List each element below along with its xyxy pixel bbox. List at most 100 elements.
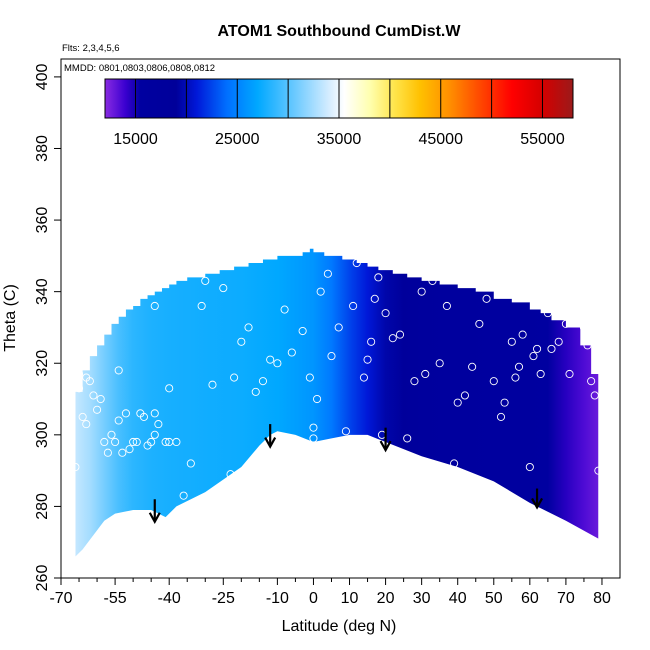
down-arrow-head	[531, 497, 544, 510]
down-arrow-head	[148, 512, 161, 524]
observation-point	[316, 287, 325, 296]
observation-point	[374, 273, 383, 282]
observation-point	[529, 352, 538, 361]
observation-point	[572, 309, 581, 318]
observation-point	[172, 437, 181, 447]
x-tick-label: -55	[104, 590, 127, 607]
observation-point	[208, 380, 217, 389]
observation-point	[161, 437, 170, 447]
x-tick-label: 20	[377, 590, 395, 607]
observation-point	[154, 280, 163, 289]
flights-annotation: Flts: 2,3,4,5,6	[62, 43, 120, 54]
observation-layer	[71, 258, 603, 500]
observation-point	[309, 434, 318, 443]
observation-point	[150, 430, 159, 439]
observation-point	[417, 287, 426, 296]
down-arrow-head	[379, 440, 392, 453]
observation-point	[428, 276, 437, 285]
observation-point	[150, 409, 159, 418]
observation-point	[219, 284, 228, 293]
observation-point	[132, 437, 141, 447]
observation-point	[237, 337, 246, 346]
observation-point	[85, 377, 94, 386]
observation-point	[442, 301, 451, 311]
observation-point	[111, 437, 120, 447]
observation-point	[179, 491, 188, 500]
y-axis: 260 280 300 320 340 360 380 400	[34, 63, 61, 591]
observation-point	[561, 319, 570, 328]
observation-point	[251, 387, 260, 396]
colorbar-tick-label: 45000	[418, 131, 463, 148]
observation-point	[129, 437, 138, 447]
colorbar: 15000 25000 35000 45000 55000	[104, 78, 574, 148]
x-tick-label: 50	[485, 590, 503, 607]
observation-point	[309, 423, 318, 432]
observation-point	[370, 294, 379, 303]
observation-point	[547, 344, 556, 353]
observation-point	[78, 412, 87, 421]
x-tick-label: -10	[266, 590, 289, 607]
observation-point	[536, 369, 545, 379]
observation-point	[507, 337, 516, 346]
observation-point	[511, 373, 520, 382]
colorbar-tick-label: 15000	[113, 131, 158, 148]
observation-point	[118, 448, 127, 457]
y-tick-label: 320	[34, 350, 51, 377]
y-tick-label: 260	[34, 565, 51, 592]
observation-point	[421, 369, 430, 379]
arrow-layer	[148, 424, 544, 524]
down-arrow-head	[264, 437, 277, 449]
observation-point	[327, 352, 336, 361]
observation-point	[298, 326, 307, 336]
x-tick-label: -40	[158, 590, 181, 607]
observation-point	[367, 337, 376, 346]
observation-point	[114, 416, 123, 425]
observation-point	[533, 344, 542, 353]
observation-point	[266, 355, 275, 364]
observation-point	[453, 398, 462, 407]
observation-point	[313, 394, 322, 404]
observation-point	[114, 366, 123, 375]
observation-point	[287, 348, 296, 357]
observation-point	[395, 330, 405, 339]
y-axis-label: Theta (C)	[2, 284, 19, 352]
observation-point	[96, 394, 105, 404]
observation-point	[410, 377, 419, 386]
y-tick-label: 400	[34, 63, 51, 90]
colorbar-tick-label: 55000	[520, 131, 565, 148]
observation-point	[230, 373, 239, 382]
x-tick-label: 40	[449, 590, 467, 607]
observation-point	[100, 437, 109, 447]
observation-point	[565, 369, 574, 379]
observation-point	[359, 373, 368, 382]
plot-frame	[60, 58, 621, 579]
x-tick-label: 60	[521, 590, 539, 607]
observation-point	[334, 323, 343, 332]
observation-point	[349, 301, 358, 311]
observation-point	[590, 391, 599, 400]
observation-point	[554, 337, 563, 346]
observation-point	[139, 412, 148, 421]
observation-point	[244, 323, 253, 332]
observation-point	[381, 309, 390, 318]
observation-point	[150, 301, 159, 311]
observation-point	[258, 377, 268, 386]
observation-point	[74, 384, 84, 393]
observation-point	[154, 420, 163, 429]
observation-point	[74, 369, 84, 379]
x-axis: -70 -55 -40 -25 -10 0 10 20 30 40 50 60 70 80	[49, 578, 611, 607]
observation-point	[89, 391, 98, 400]
colorbar-tick-label: 25000	[215, 131, 260, 148]
x-tick-label: 70	[557, 590, 575, 607]
x-tick-label: 10	[341, 590, 359, 607]
observation-point	[583, 341, 592, 350]
observation-point	[323, 269, 332, 278]
observation-point	[525, 462, 534, 472]
observation-point	[579, 323, 588, 332]
observation-point	[496, 412, 506, 421]
observation-point	[460, 391, 469, 400]
observation-point	[201, 276, 210, 285]
observation-point	[305, 373, 314, 382]
observation-point	[103, 448, 112, 457]
observation-point	[388, 334, 397, 343]
